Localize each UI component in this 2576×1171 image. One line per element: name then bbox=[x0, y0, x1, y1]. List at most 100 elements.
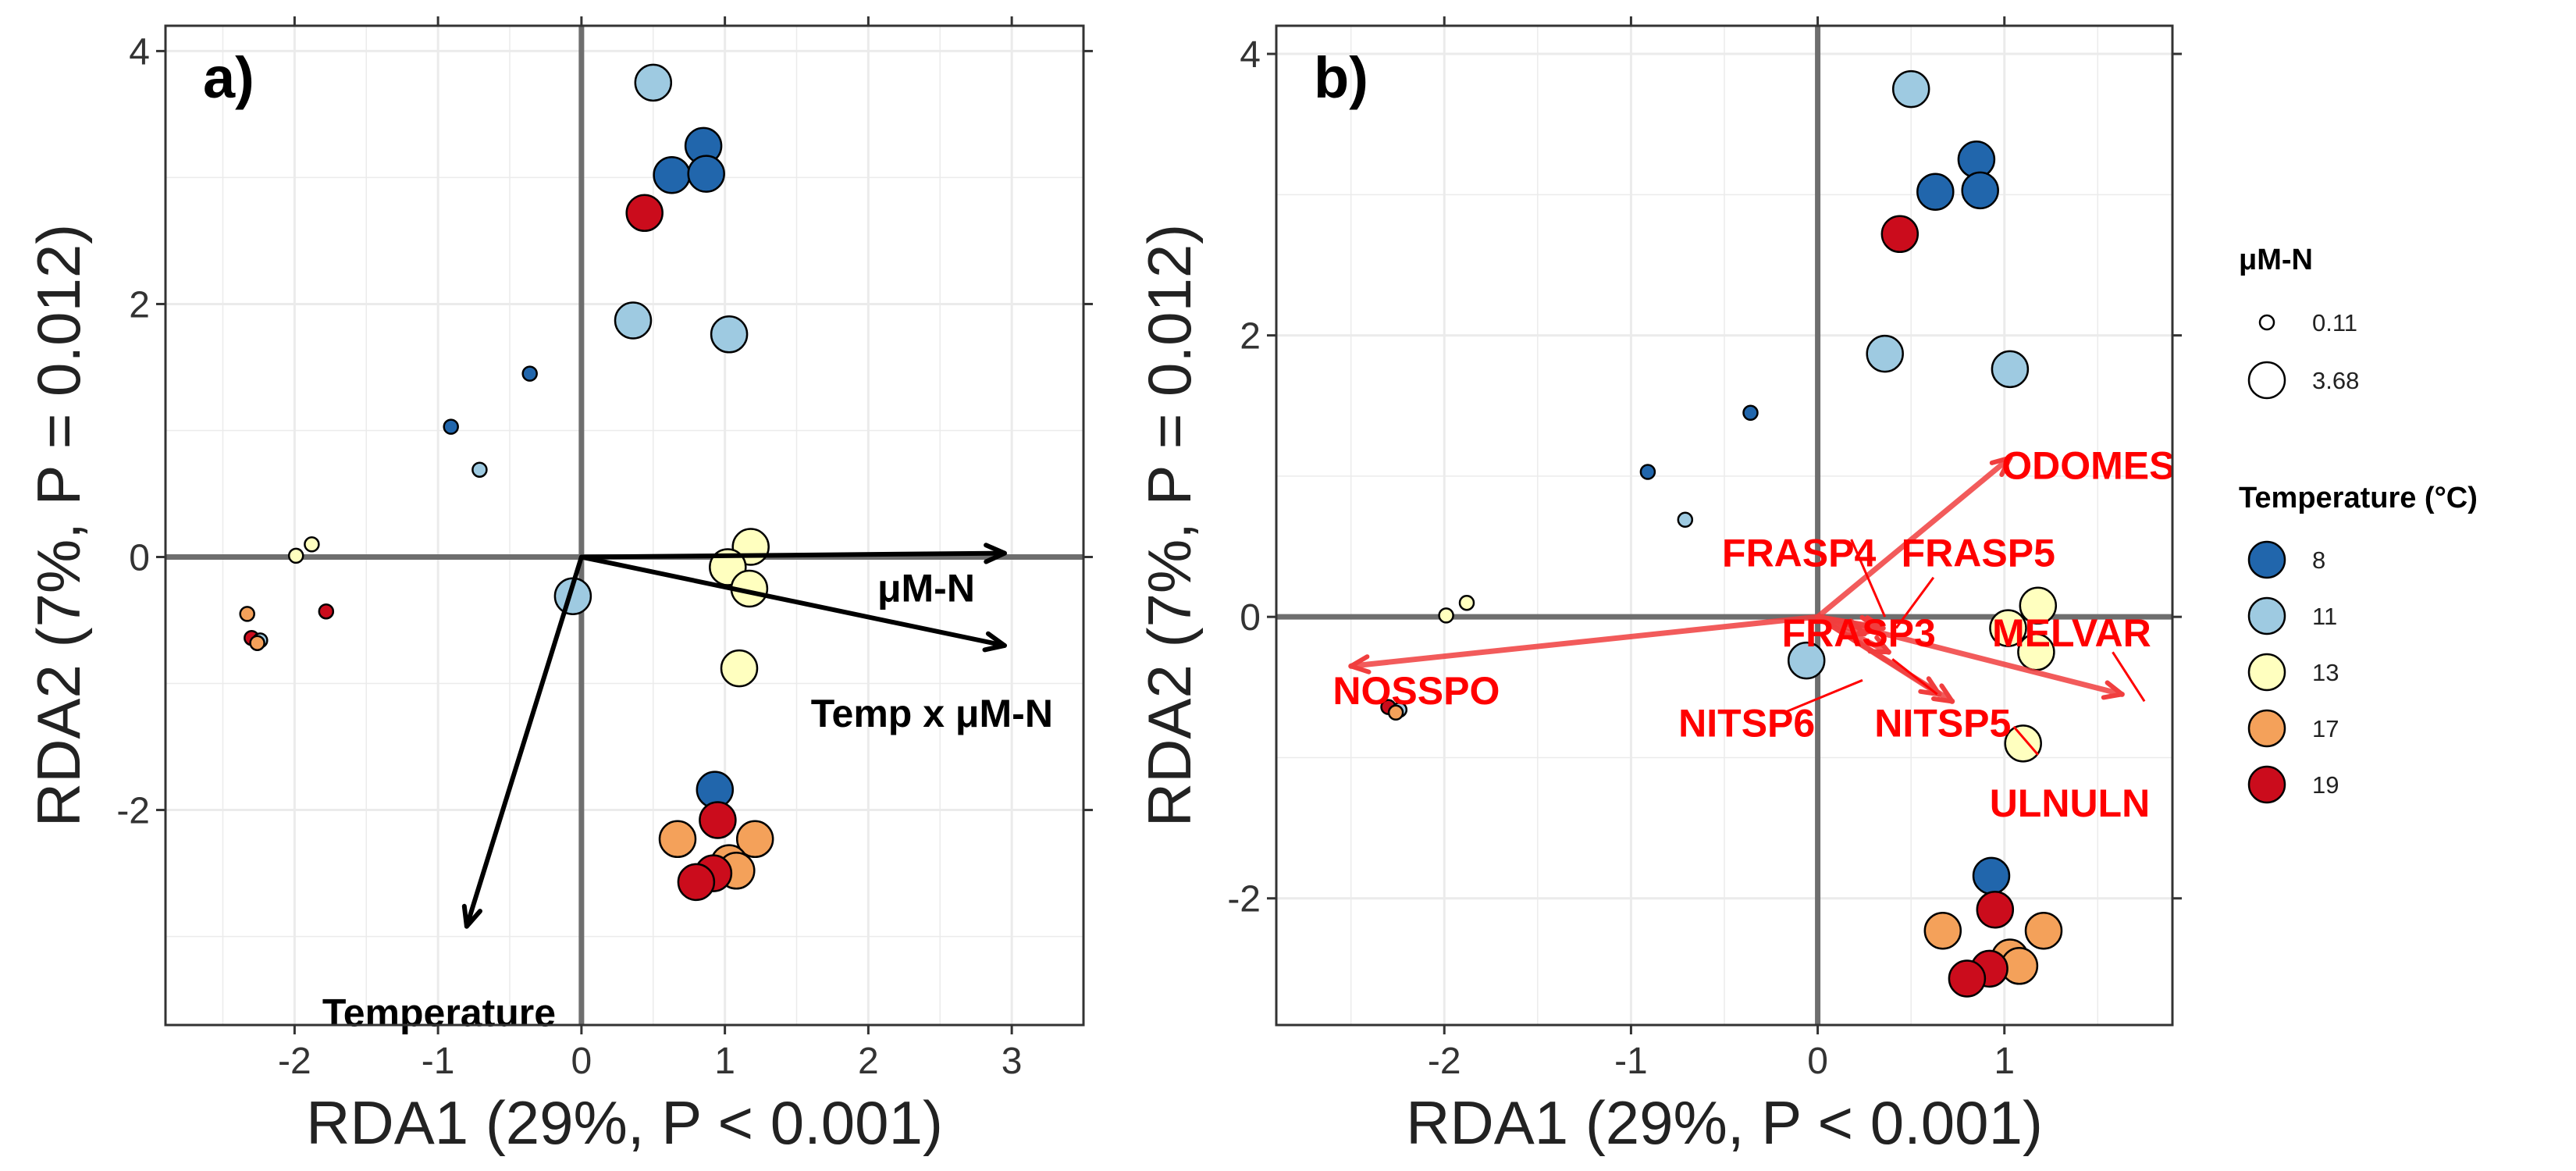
y-tick-label: 2 bbox=[1240, 316, 1261, 358]
species-label-leader bbox=[1783, 678, 1863, 714]
legend-color-label: 13 bbox=[2312, 659, 2339, 686]
legend-color-label: 11 bbox=[2312, 603, 2337, 630]
legend-color-key bbox=[2247, 765, 2286, 804]
data-point bbox=[1438, 607, 1454, 624]
species-label: ULNULN bbox=[1990, 781, 2151, 825]
data-point bbox=[1948, 959, 1987, 998]
species-label-leader bbox=[1850, 539, 1887, 618]
species-vector-arrowhead bbox=[1931, 683, 1955, 704]
x-tick-label: -1 bbox=[422, 1041, 455, 1082]
species-label: NOSSPO bbox=[1332, 669, 1500, 713]
y-tick-label: -2 bbox=[116, 791, 150, 832]
data-point bbox=[1916, 173, 1955, 211]
x-tick-label: 0 bbox=[1807, 1041, 1828, 1082]
species-vector-arrowhead bbox=[1348, 654, 1372, 674]
x-tick-label: 3 bbox=[1002, 1041, 1023, 1082]
data-point bbox=[1880, 215, 1920, 254]
data-point bbox=[710, 315, 749, 354]
species-label-leader bbox=[2112, 651, 2146, 703]
data-point bbox=[1458, 594, 1475, 611]
y-tick-label: 4 bbox=[129, 31, 150, 73]
vector-label: μM-N bbox=[877, 567, 975, 610]
species-label-leader bbox=[2012, 725, 2039, 756]
species-vector-arrow bbox=[1815, 614, 2125, 697]
vector-arrow bbox=[578, 550, 1007, 560]
species-label: FRASP5 bbox=[1902, 531, 2055, 575]
legend-color-key bbox=[2247, 653, 2286, 692]
data-point bbox=[471, 461, 488, 478]
x-axis-title: RDA1 (29%, P < 0.001) bbox=[306, 1088, 943, 1157]
data-point bbox=[249, 635, 265, 651]
data-point bbox=[1991, 350, 2030, 389]
vector-label: Temperature bbox=[322, 991, 556, 1035]
x-tick-label: -2 bbox=[278, 1041, 311, 1082]
legend-color-key bbox=[2247, 596, 2286, 635]
data-point bbox=[2004, 724, 2042, 763]
legend-color-title: Temperature (°C) bbox=[2239, 482, 2478, 514]
data-point bbox=[625, 194, 664, 233]
species-vector-arrow bbox=[1815, 454, 2013, 620]
species-label: FRASP3 bbox=[1782, 611, 1936, 655]
plot-background bbox=[165, 26, 1083, 1025]
y-tick-label: 0 bbox=[129, 538, 150, 579]
data-point bbox=[1972, 856, 2011, 895]
x-tick-label: 1 bbox=[1994, 1041, 2015, 1082]
y-tick-label: 2 bbox=[129, 284, 150, 326]
data-point bbox=[1961, 171, 1999, 210]
data-point bbox=[634, 63, 673, 102]
panel-border bbox=[164, 24, 1085, 1027]
data-point bbox=[720, 649, 759, 688]
x-tick-label: -2 bbox=[1428, 1041, 1461, 1082]
species-label: MELVAR bbox=[1992, 611, 2151, 655]
species-label: ODOMES bbox=[2001, 443, 2175, 487]
vector-label: Temp x μM-N bbox=[811, 692, 1053, 735]
panel-label: a) bbox=[203, 45, 254, 110]
vector-arrowhead bbox=[461, 903, 482, 929]
y-axis-title: RDA2 (7%, P = 0.012) bbox=[1135, 224, 1204, 827]
x-tick-label: 2 bbox=[858, 1041, 879, 1082]
species-label-leader bbox=[1891, 658, 1938, 696]
species-vector-arrowhead bbox=[1918, 676, 1941, 697]
data-point bbox=[304, 536, 320, 553]
data-point bbox=[1866, 334, 1904, 373]
data-point bbox=[239, 606, 255, 622]
vector-arrowhead bbox=[982, 631, 1007, 653]
legend-color-label: 19 bbox=[2312, 771, 2339, 799]
panel-b: -2 -1 0 1 -2 0 2 4 RDA1 (29%, P < 0.001) RDA2 (7%… bbox=[1135, 16, 2182, 1157]
x-axis-title: RDA1 (29%, P < 0.001) bbox=[1406, 1088, 2043, 1157]
y-tick-label: -2 bbox=[1227, 879, 1261, 920]
data-point bbox=[2024, 911, 2063, 950]
data-point bbox=[1989, 609, 2027, 647]
legend-color-key bbox=[2247, 540, 2286, 579]
legend: μM-N 0.11 3.68 Temperature (°C) 8 11 13 17 19 bbox=[2239, 244, 2478, 804]
data-point bbox=[1387, 704, 1404, 721]
legend-color-label: 17 bbox=[2312, 715, 2339, 742]
data-point bbox=[1639, 464, 1656, 480]
species-vector-arrowhead bbox=[1989, 455, 2012, 477]
vector-arrowhead bbox=[984, 543, 1007, 564]
x-tick-label: -1 bbox=[1614, 1041, 1648, 1082]
data-point bbox=[521, 365, 538, 382]
species-label: NITSP5 bbox=[1874, 701, 2011, 745]
legend-size-key bbox=[2247, 361, 2286, 400]
data-point bbox=[443, 418, 459, 435]
legend-color-key bbox=[2247, 709, 2286, 748]
species-label: NITSP6 bbox=[1678, 701, 1815, 745]
panel-border bbox=[1275, 24, 2174, 1027]
x-tick-label: 1 bbox=[714, 1041, 735, 1082]
vector-arrow bbox=[464, 554, 584, 929]
data-point bbox=[1742, 404, 1759, 422]
species-vector-arrow bbox=[1348, 614, 1821, 669]
data-point bbox=[658, 820, 697, 859]
y-tick-label: 4 bbox=[1240, 34, 1261, 76]
legend-color-label: 8 bbox=[2312, 546, 2325, 574]
legend-size-label: 3.68 bbox=[2312, 367, 2359, 394]
panel-a: -2 -1 0 1 2 3 -2 0 2 4 RDA1 (29%, P < 0.001) RDA2 (… bbox=[24, 16, 1093, 1157]
data-point bbox=[318, 603, 335, 620]
panel-label: b) bbox=[1314, 45, 1368, 110]
data-point bbox=[1976, 890, 2015, 929]
y-tick-label: 0 bbox=[1240, 597, 1261, 639]
y-axis-title: RDA2 (7%, P = 0.012) bbox=[24, 224, 93, 827]
data-point bbox=[1923, 911, 1962, 950]
